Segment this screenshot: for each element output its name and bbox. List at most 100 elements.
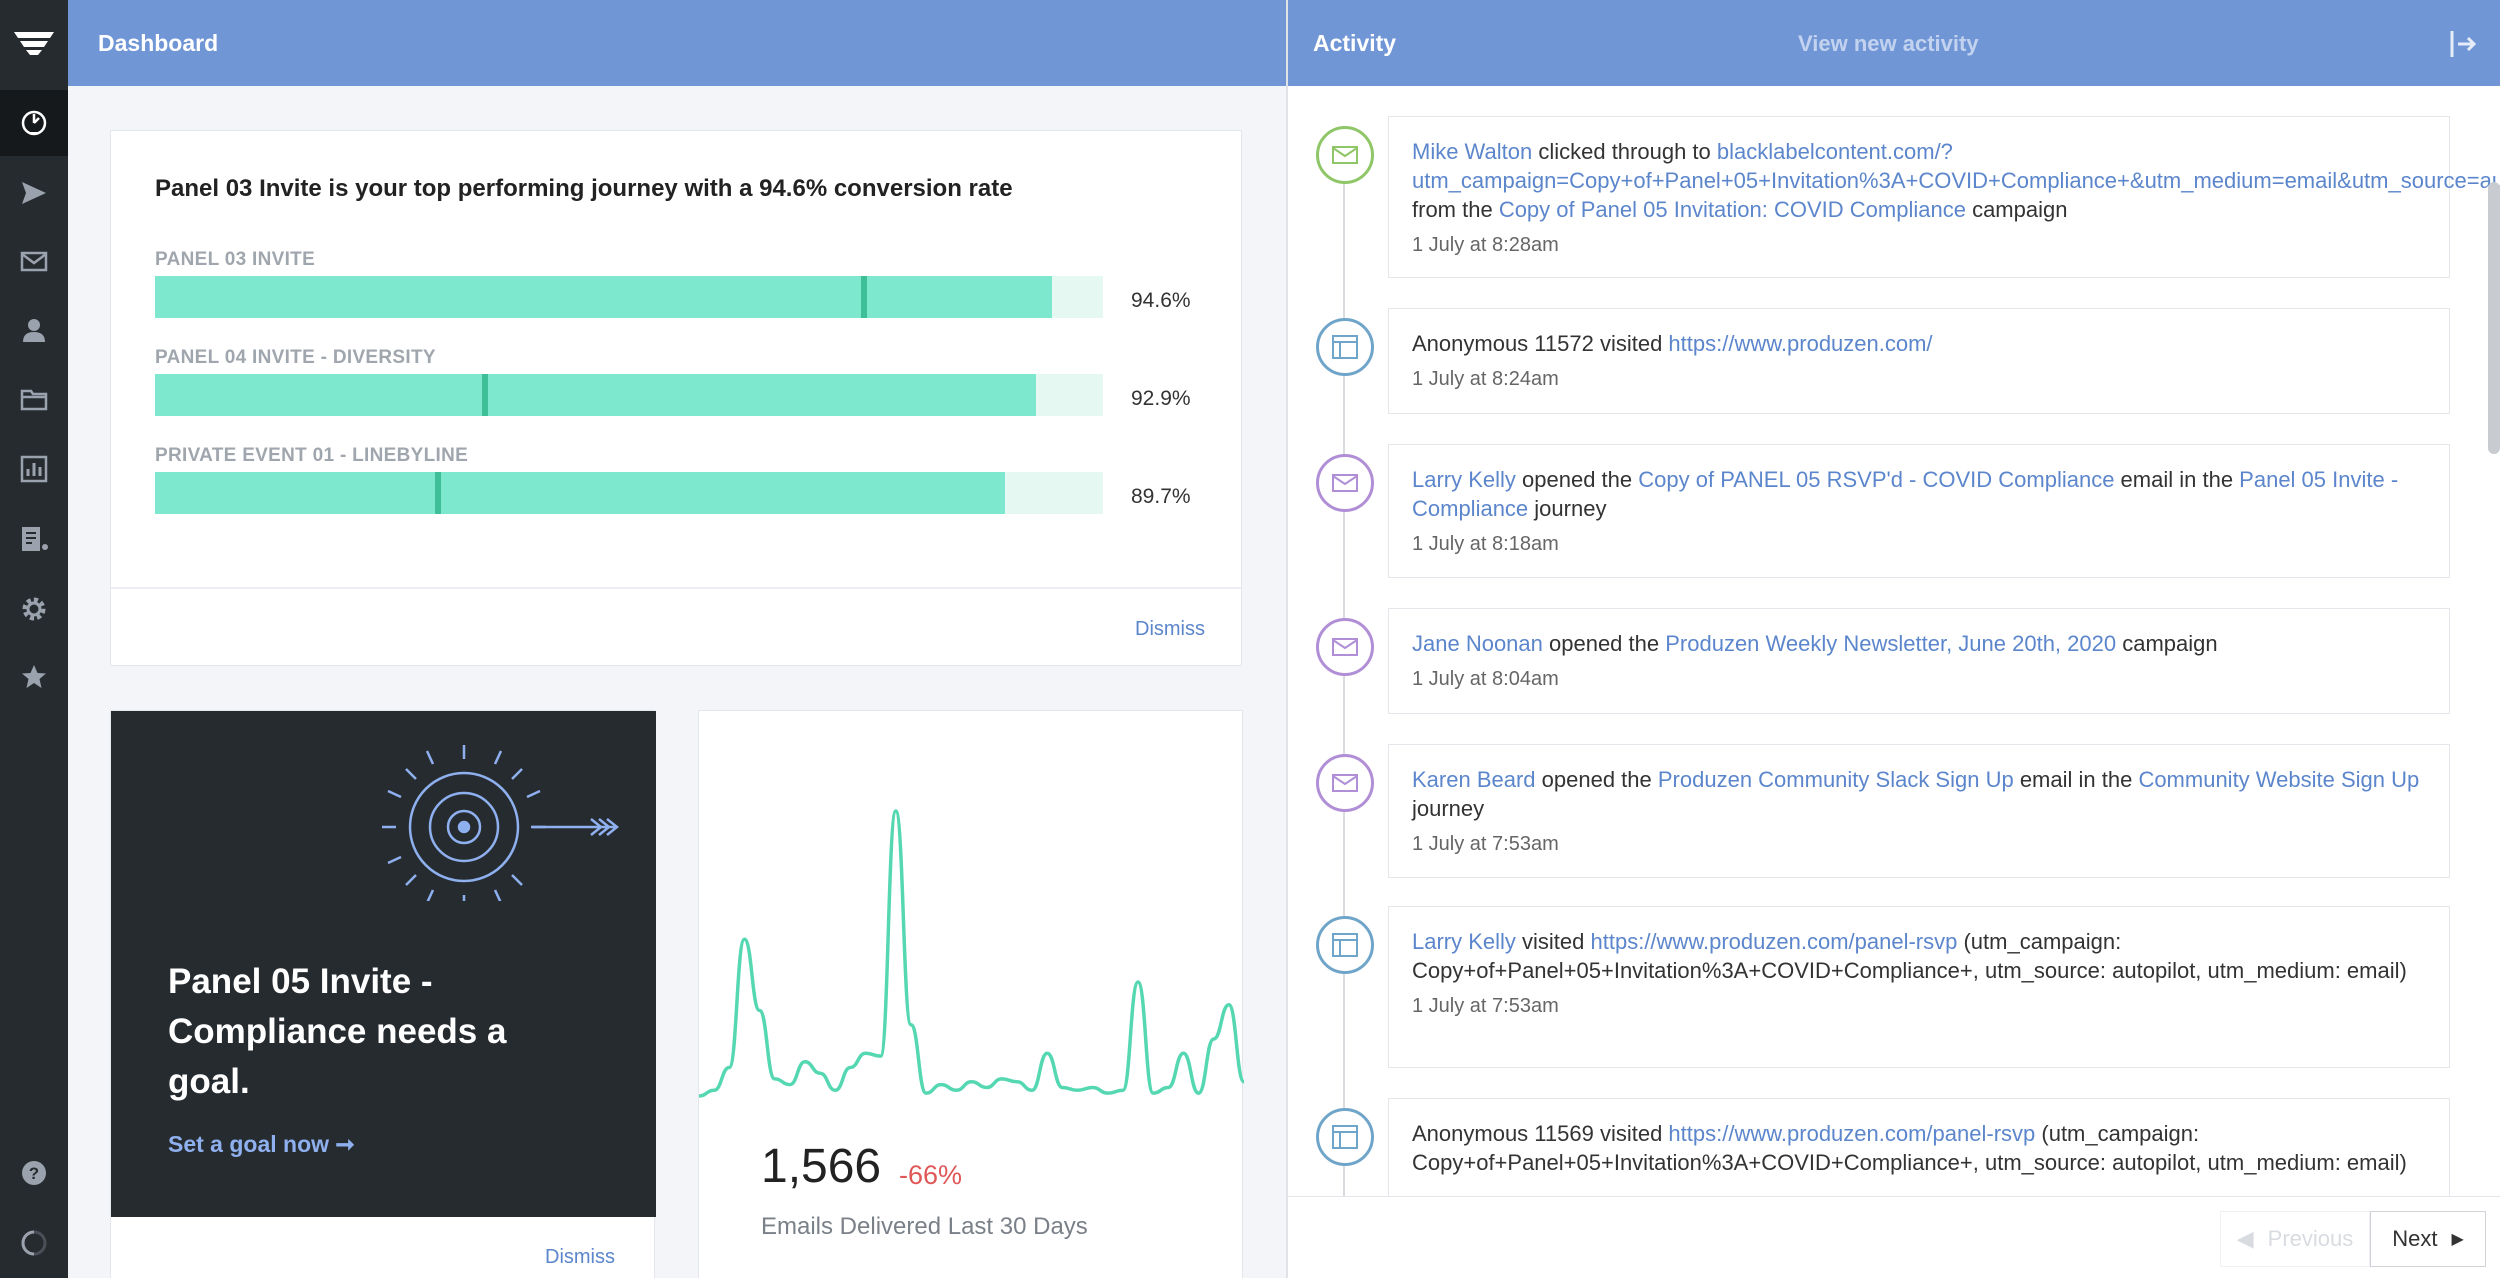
sidebar-item-settings[interactable] <box>0 576 68 642</box>
dismiss-journey-button[interactable]: Dismiss <box>1135 618 1205 640</box>
journey-row: PRIVATE EVENT 01 - LINEBYLINE 89.7% <box>155 445 1195 514</box>
logo-icon[interactable] <box>0 0 68 86</box>
activity-item: Karen Beard opened the Produzen Communit… <box>1388 744 2450 878</box>
sidebar-item-status <box>0 1210 68 1276</box>
star-icon <box>22 665 46 688</box>
emails-delivered-card: 1,566 -66% Emails Delivered Last 30 Days <box>698 710 1244 1278</box>
activity-link[interactable]: Panel 05 Invite - Compliance <box>1412 467 2399 521</box>
webpage-icon <box>1332 335 1358 359</box>
activity-text-segment: from the <box>1412 197 1499 222</box>
chart-icon <box>20 455 48 483</box>
journey-bar-marker <box>434 472 441 514</box>
activity-text-segment: opened the <box>1515 467 1639 492</box>
journey-percentage: 89.7% <box>1131 485 1191 508</box>
activity-link[interactable]: Larry Kelly <box>1412 929 1516 954</box>
activity-link[interactable]: Community Website Sign Up <box>2138 767 2420 792</box>
sidebar-item-campaigns[interactable] <box>0 160 68 226</box>
journey-percentage: 94.6% <box>1131 289 1191 312</box>
activity-timestamp: 1 July at 8:24am <box>1412 368 1559 390</box>
mail-icon <box>20 251 48 272</box>
web-activity-icon <box>1316 318 1374 376</box>
view-new-activity-link[interactable]: View new activity <box>1798 31 1979 56</box>
sidebar-item-email[interactable] <box>0 228 68 294</box>
top-journey-title: Panel 03 Invite is your top performing j… <box>155 175 1013 202</box>
exit-icon[interactable] <box>2448 28 2480 60</box>
journey-name: PRIVATE EVENT 01 - LINEBYLINE <box>155 445 469 466</box>
activity-text-segment: email in the <box>2013 767 2139 792</box>
sidebar-item-favorites[interactable] <box>0 644 68 710</box>
email-activity-icon <box>1316 754 1374 812</box>
emails-change: -66% <box>899 1160 963 1190</box>
sidebar-item-contacts[interactable] <box>0 297 68 363</box>
activity-link[interactable]: Copy of Panel 05 Invitation: COVID Compl… <box>1498 197 1973 222</box>
dismiss-goal-button[interactable]: Dismiss <box>545 1246 615 1268</box>
sidebar-item-reports[interactable] <box>0 436 68 502</box>
sidebar-item-files[interactable] <box>0 366 68 432</box>
sidebar-item-dashboard[interactable] <box>0 90 68 156</box>
activity-text-segment: opened the <box>1535 767 1658 792</box>
activity-link[interactable]: Jane Noonan <box>1412 631 1543 656</box>
user-icon <box>23 319 45 342</box>
activity-text: Mike Walton clicked through to blacklabe… <box>1412 137 2500 224</box>
mail-icon <box>1332 474 1358 492</box>
activity-text-segment: campaign <box>1972 197 2068 222</box>
activity-link[interactable]: Produzen Weekly Newsletter, June 20th, 2… <box>1665 631 2117 656</box>
set-goal-link[interactable]: Set a goal now ➞ <box>168 1131 355 1157</box>
activity-text-segment: (utm_campaign: Copy+of+Panel+05+Invitati… <box>1412 929 2407 983</box>
sidebar-item-help[interactable]: ? <box>0 1140 68 1206</box>
activity-item: Anonymous 11569 visited https://www.prod… <box>1388 1098 2450 1196</box>
activity-link[interactable]: https://www.produzen.com/panel-rsvp <box>1590 929 1958 954</box>
chevron-left-icon: ◀ <box>2236 1226 2254 1251</box>
pane-divider[interactable] <box>1286 0 1288 1278</box>
journey-bar <box>155 374 1103 416</box>
loading-icon <box>21 1230 47 1256</box>
activity-link[interactable]: Copy of PANEL 05 RSVP'd - COVID Complian… <box>1638 467 2115 492</box>
activity-text-segment: (utm_campaign: Copy+of+Panel+05+Invitati… <box>1412 1121 2407 1175</box>
dashboard-header: Dashboard <box>68 0 1286 86</box>
sidebar-item-logs[interactable] <box>0 506 68 572</box>
activity-link[interactable]: Karen Beard <box>1412 767 1536 792</box>
activity-text-segment: clicked through to <box>1532 139 1717 164</box>
journey-name: PANEL 03 INVITE <box>155 249 316 270</box>
top-journey-card: Panel 03 Invite is your top performing j… <box>110 130 1242 666</box>
activity-link[interactable]: Larry Kelly <box>1412 467 1516 492</box>
next-button[interactable]: Next ▶ <box>2370 1211 2486 1267</box>
activity-text: Larry Kelly opened the Copy of PANEL 05 … <box>1412 465 2426 523</box>
activity-link[interactable]: Produzen Community Slack Sign Up <box>1657 767 2014 792</box>
web-activity-icon <box>1316 916 1374 974</box>
activity-text-segment: journey <box>1528 496 1607 521</box>
sparkline-line <box>699 809 1244 1098</box>
emails-sparkline <box>699 809 1244 1098</box>
journey-bar <box>155 276 1103 318</box>
activity-item: Jane Noonan opened the Produzen Weekly N… <box>1388 608 2450 714</box>
activity-header: Activity View new activity <box>1287 0 2500 86</box>
chevron-right-icon: ▶ <box>2451 1231 2464 1248</box>
gear-icon <box>22 597 46 621</box>
report-icon <box>22 527 48 551</box>
web-activity-icon <box>1316 1108 1374 1166</box>
goal-banner: Panel 05 Invite - Compliance needs a goa… <box>111 711 656 1217</box>
activity-link[interactable]: https://www.produzen.com/ <box>1668 331 1933 356</box>
activity-timestamp: 1 July at 7:53am <box>1412 833 1559 855</box>
activity-text-segment: campaign <box>2116 631 2218 656</box>
journey-percentage: 92.9% <box>1131 387 1191 410</box>
journey-bar-fill <box>155 472 1006 514</box>
previous-label: Previous <box>2267 1226 2354 1251</box>
activity-feed[interactable]: Mike Walton clicked through to blacklabe… <box>1288 86 2500 1196</box>
goal-card: Panel 05 Invite - Compliance needs a goa… <box>110 710 656 1278</box>
activity-text-segment: Anonymous 11572 visited <box>1412 331 1669 356</box>
activity-link[interactable]: https://www.produzen.com/panel-rsvp <box>1668 1121 2036 1146</box>
goal-title: Panel 05 Invite - Compliance needs a goa… <box>168 962 507 1101</box>
journey-bar-fill <box>155 276 1052 318</box>
webpage-icon <box>1332 933 1358 957</box>
send-icon <box>22 182 46 204</box>
sidebar: ? <box>0 0 68 1278</box>
journey-bar-fill <box>155 374 1036 416</box>
mail-icon <box>1332 638 1358 656</box>
activity-link[interactable]: Mike Walton <box>1412 139 1533 164</box>
scrollbar[interactable] <box>2488 182 2500 454</box>
target-icon <box>382 745 620 901</box>
activity-link[interactable]: blacklabelcontent.com/?utm_campaign=Copy… <box>1412 139 2500 193</box>
mail-icon <box>1332 774 1358 792</box>
activity-pagination: ◀ Previous Next ▶ <box>1288 1196 2500 1278</box>
